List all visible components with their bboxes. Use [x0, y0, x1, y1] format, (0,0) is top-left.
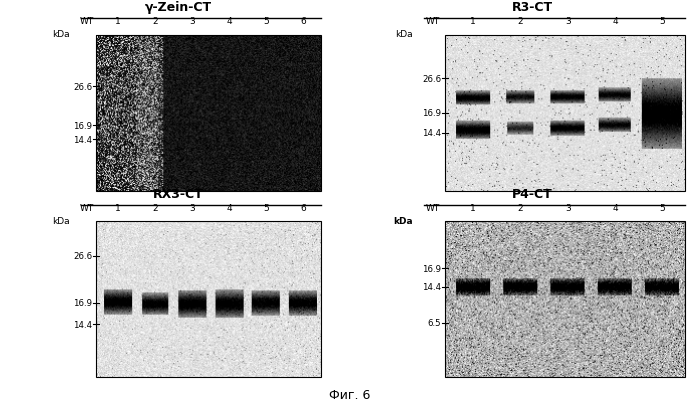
Text: 4: 4 — [227, 17, 232, 26]
Text: 1: 1 — [115, 17, 121, 26]
Bar — [445, 222, 685, 377]
Text: 6.5: 6.5 — [428, 319, 442, 328]
Text: 2: 2 — [518, 17, 524, 26]
Text: kDa: kDa — [52, 30, 70, 39]
Text: 5: 5 — [659, 204, 665, 213]
Text: 14.4: 14.4 — [73, 320, 92, 329]
Text: 26.6: 26.6 — [73, 83, 92, 92]
Text: 4: 4 — [612, 204, 618, 213]
Text: 16.9: 16.9 — [74, 122, 92, 130]
Text: 5: 5 — [263, 17, 270, 26]
Text: 14.4: 14.4 — [422, 129, 442, 138]
Text: 2: 2 — [518, 204, 524, 213]
Bar — [445, 36, 685, 191]
Text: 3: 3 — [189, 17, 195, 26]
Text: 2: 2 — [153, 204, 158, 213]
Text: 6: 6 — [300, 204, 307, 213]
Bar — [96, 222, 321, 377]
Text: P4-CT: P4-CT — [512, 188, 552, 200]
Text: WT: WT — [426, 204, 440, 213]
Text: 16.9: 16.9 — [422, 264, 442, 273]
Text: 3: 3 — [565, 17, 570, 26]
Text: 26.6: 26.6 — [73, 252, 92, 261]
Text: 1: 1 — [115, 204, 121, 213]
Text: 4: 4 — [227, 204, 232, 213]
Text: 3: 3 — [189, 204, 195, 213]
Text: WT: WT — [426, 17, 440, 26]
Text: 1: 1 — [470, 17, 476, 26]
Text: 16.9: 16.9 — [74, 298, 92, 307]
Text: RX3-CT: RX3-CT — [153, 188, 204, 200]
Text: 14.4: 14.4 — [422, 283, 442, 292]
Text: R3-CT: R3-CT — [512, 1, 552, 14]
Text: Фиг. 6: Фиг. 6 — [329, 388, 371, 401]
Text: kDa: kDa — [393, 217, 413, 226]
Bar — [96, 36, 321, 191]
Text: kDa: kDa — [52, 217, 70, 226]
Text: WT: WT — [79, 17, 94, 26]
Text: 26.6: 26.6 — [422, 75, 442, 84]
Text: 5: 5 — [263, 204, 270, 213]
Text: kDa: kDa — [395, 30, 413, 39]
Text: 3: 3 — [565, 204, 570, 213]
Text: γ-Zein-CT: γ-Zein-CT — [145, 1, 212, 14]
Text: 5: 5 — [659, 17, 665, 26]
Text: WT: WT — [79, 204, 94, 213]
Text: 16.9: 16.9 — [422, 109, 442, 118]
Text: 1: 1 — [470, 204, 476, 213]
Text: 14.4: 14.4 — [73, 135, 92, 144]
Text: 6: 6 — [300, 17, 307, 26]
Text: 4: 4 — [612, 17, 618, 26]
Text: 2: 2 — [153, 17, 158, 26]
